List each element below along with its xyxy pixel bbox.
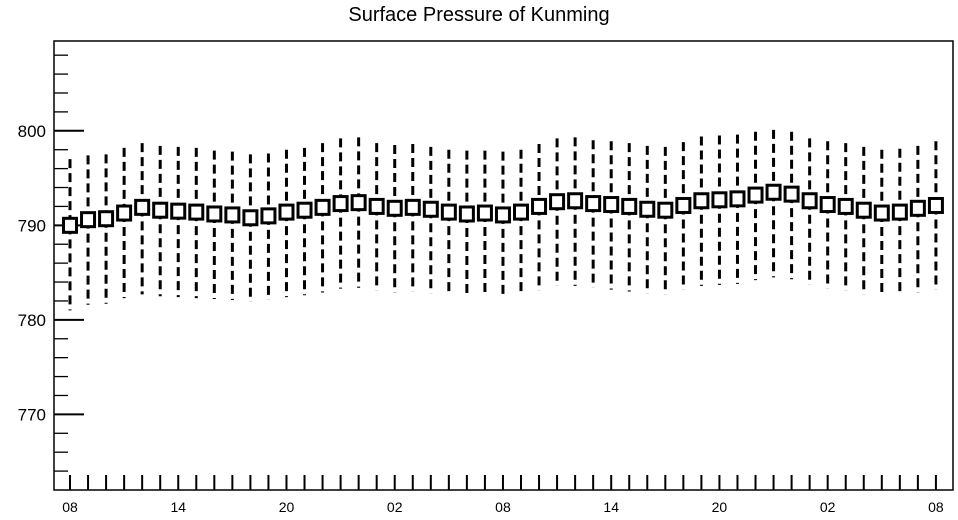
box [855,201,872,219]
chart-title: Surface Pressure of Kunming [348,4,610,26]
box [170,202,187,220]
box [513,203,529,221]
x-tick-label: 08 [62,499,78,515]
box [278,203,295,221]
box [783,185,800,203]
box [927,196,944,214]
box [62,216,78,234]
box [386,199,403,217]
x-tick-label: 14 [170,499,186,515]
box [531,197,548,215]
box [404,198,421,216]
box [891,203,908,221]
box [819,196,836,214]
y-tick-label: 790 [18,216,46,235]
x-tick-label: 08 [928,499,944,515]
box [801,192,818,210]
x-tick-label: 20 [712,499,728,515]
box [603,196,620,214]
y-tick-label: 780 [18,311,46,330]
box [765,183,782,201]
box [116,204,133,222]
box [332,195,349,213]
box [909,199,926,217]
box [422,200,439,218]
box [458,205,475,223]
box [639,200,656,218]
box [242,209,259,227]
box [98,210,115,228]
box [134,198,151,216]
box [494,206,511,224]
box [152,201,169,219]
x-tick-label: 08 [495,499,511,515]
box [314,198,331,216]
box [368,197,385,215]
box [729,190,746,208]
box [873,204,890,222]
y-tick-label: 800 [18,122,46,141]
box [621,197,638,215]
box [567,192,584,210]
box [585,195,602,213]
box [350,194,367,212]
x-tick-label: 14 [603,499,619,515]
x-tick-label: 02 [820,499,836,515]
x-tick-label: 02 [387,499,403,515]
box [206,205,223,223]
box [747,186,764,204]
box [711,191,728,209]
box [224,206,241,224]
box [188,203,205,221]
box [440,203,457,221]
box [837,197,854,215]
box [657,201,674,219]
x-tick-label: 20 [279,499,295,515]
y-tick-label: 770 [18,405,46,424]
box [693,192,710,210]
box [476,204,493,222]
box [80,211,97,229]
box [260,207,277,225]
box [296,201,313,219]
box [675,196,692,214]
box [549,193,566,211]
